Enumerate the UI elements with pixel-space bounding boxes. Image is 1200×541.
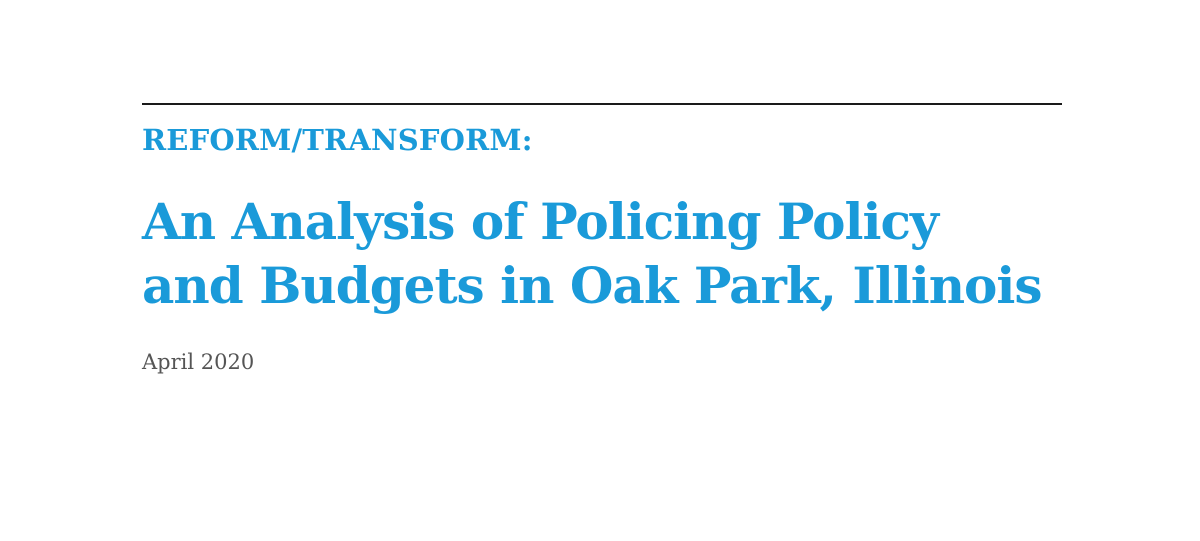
- publication-date: April 2020: [142, 350, 255, 374]
- report-title: An Analysis of Policing Policy and Budge…: [142, 190, 1142, 318]
- report-series-kicker: REFORM/TRANSFORM:: [142, 123, 533, 157]
- report-title-line-2: and Budgets in Oak Park, Illinois: [142, 256, 1043, 315]
- report-title-line-1: An Analysis of Policing Policy: [142, 192, 939, 251]
- top-divider-rule: [142, 103, 1062, 105]
